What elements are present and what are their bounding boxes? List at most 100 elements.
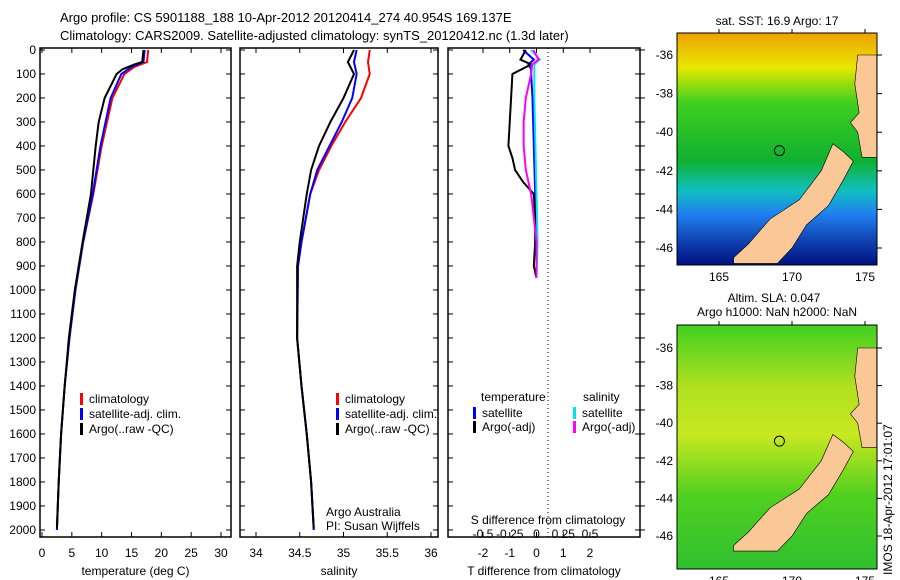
south-island-landmass bbox=[733, 143, 854, 264]
map-2-title-line-1: Altim. SLA: 0.047 bbox=[728, 291, 821, 305]
legend-swatch bbox=[473, 421, 476, 433]
lon-tick-label: 175 bbox=[855, 270, 875, 284]
lat-tick-label: -38 bbox=[656, 379, 674, 393]
depth-tick-label: 1100 bbox=[10, 307, 36, 321]
panel-2-frame bbox=[239, 47, 439, 538]
legend-swatch bbox=[336, 408, 339, 420]
argo-position-marker bbox=[773, 435, 785, 447]
x-tick-label: 20 bbox=[155, 546, 169, 560]
lat-tick-label: -44 bbox=[656, 491, 674, 505]
lon-tick-label: 170 bbox=[782, 574, 802, 580]
lat-tick-label: -36 bbox=[656, 48, 674, 62]
depth-tick-label: 1400 bbox=[9, 379, 36, 393]
legend-label: Argo(-adj) bbox=[482, 420, 535, 434]
lat-tick-label: -46 bbox=[656, 529, 674, 543]
depth-tick-label: 1600 bbox=[9, 427, 36, 441]
lat-tick-label: -36 bbox=[656, 341, 674, 355]
depth-tick-label: 100 bbox=[16, 67, 36, 81]
x-tick-label: 10 bbox=[95, 546, 109, 560]
legend-label: satellite-adj. clim. bbox=[345, 407, 437, 421]
s-tick-label: -0.25 bbox=[496, 527, 524, 541]
x-tick-label: 15 bbox=[125, 546, 139, 560]
annotation-text: Argo Australia bbox=[326, 505, 401, 519]
lat-tick-label: -46 bbox=[656, 241, 674, 255]
lat-tick-label: -42 bbox=[656, 164, 674, 178]
depth-tick-label: 600 bbox=[16, 187, 36, 201]
legend-label: climatology bbox=[89, 392, 149, 406]
argo-position-marker bbox=[773, 145, 785, 157]
legend-label: satellite-adj. clim. bbox=[89, 407, 181, 421]
legend-title-temperature: temperature bbox=[481, 390, 546, 404]
series-line-s-argo-adj- bbox=[522, 49, 540, 278]
legend-swatch bbox=[80, 393, 83, 405]
lon-tick-label: 170 bbox=[782, 270, 802, 284]
panel-1-frame bbox=[39, 47, 232, 538]
x-tick-label: 0 bbox=[533, 546, 540, 560]
legend-swatch bbox=[473, 407, 476, 419]
x-tick-label: 1 bbox=[560, 546, 567, 560]
depth-tick-label: 1800 bbox=[9, 475, 36, 489]
map-1-title: sat. SST: 16.9 Argo: 17 bbox=[716, 14, 839, 28]
x-tick-label: 35.5 bbox=[376, 546, 400, 560]
s-axis-label: S difference from climatology bbox=[471, 513, 626, 527]
s-tick-label: 0.5 bbox=[582, 527, 599, 541]
depth-tick-label: 1900 bbox=[9, 499, 36, 513]
depth-tick-label: 1700 bbox=[9, 451, 36, 465]
x-axis-label: salinity bbox=[321, 564, 358, 578]
x-tick-label: 35 bbox=[337, 546, 351, 560]
depth-tick-label: 400 bbox=[16, 139, 36, 153]
depth-tick-label: 1200 bbox=[9, 331, 36, 345]
legend-label: Argo(-adj) bbox=[582, 420, 635, 434]
title-line-1: Argo profile: CS 5901188_188 10-Apr-2012… bbox=[60, 10, 512, 25]
north-island-landmass bbox=[850, 54, 877, 158]
s-tick-label: 0 bbox=[533, 527, 540, 541]
annotation-text: PI: Susan Wijffels bbox=[326, 519, 420, 533]
x-tick-label: 0 bbox=[39, 546, 46, 560]
x-tick-label: 5 bbox=[68, 546, 75, 560]
s-tick-label: -0.5 bbox=[473, 527, 494, 541]
lat-tick-label: -44 bbox=[656, 202, 674, 216]
x-tick-label: 25 bbox=[184, 546, 198, 560]
depth-tick-label: 500 bbox=[16, 163, 36, 177]
lat-tick-label: -38 bbox=[656, 87, 674, 101]
depth-tick-label: 1500 bbox=[9, 403, 36, 417]
depth-tick-label: 0 bbox=[29, 43, 36, 57]
legend-swatch bbox=[336, 393, 339, 405]
x-tick-label: -1 bbox=[504, 546, 515, 560]
x-tick-label: 30 bbox=[214, 546, 228, 560]
depth-tick-label: 300 bbox=[16, 115, 36, 129]
map-1: -36 -38 -40 -42 -44 -46 165 170 175 sat. SST: 16.… bbox=[656, 14, 882, 284]
south-island-landmass bbox=[733, 434, 854, 552]
legend-swatch bbox=[573, 421, 576, 433]
depth-tick-label: 200 bbox=[16, 91, 36, 105]
legend-label: satellite bbox=[582, 406, 623, 420]
map-2: -36 -38 -40 -42 -44 -46 165 170 175 Altim. SLA: 0… bbox=[656, 291, 882, 580]
legend-label: Argo(..raw -QC) bbox=[345, 422, 430, 436]
timestamp: IMOS 18-Apr-2012 17:01:07 bbox=[881, 424, 895, 575]
legend-label: Argo(..raw -QC) bbox=[89, 422, 174, 436]
lon-tick-label: 165 bbox=[709, 574, 729, 580]
legend-label: satellite bbox=[482, 406, 523, 420]
lon-tick-label: 175 bbox=[855, 574, 875, 580]
series-line-argo-raw-qc- bbox=[296, 49, 356, 528]
x-axis-label: temperature (deg C) bbox=[81, 564, 189, 578]
x-tick-label: -2 bbox=[478, 546, 489, 560]
depth-tick-label: 1000 bbox=[9, 283, 36, 297]
x-tick-label: 2 bbox=[587, 546, 594, 560]
depth-tick-label: 1300 bbox=[9, 355, 36, 369]
map-2-title-line-2: Argo h1000: NaN h2000: NaN bbox=[697, 305, 857, 319]
x-axis-label: T difference from climatology bbox=[467, 564, 621, 578]
legend-swatch bbox=[80, 423, 83, 435]
lon-tick-label: 165 bbox=[709, 270, 729, 284]
north-island-landmass bbox=[850, 347, 877, 448]
x-tick-label: 36 bbox=[424, 546, 438, 560]
depth-tick-label: 700 bbox=[16, 211, 36, 225]
legend-swatch bbox=[573, 407, 576, 419]
lat-tick-label: -42 bbox=[656, 454, 674, 468]
legend-label: climatology bbox=[345, 392, 405, 406]
title-line-2: Climatology: CARS2009. Satellite-adjuste… bbox=[60, 28, 569, 43]
legend-title-salinity: salinity bbox=[583, 390, 620, 404]
series-line-argo-raw-qc- bbox=[55, 49, 145, 528]
lat-tick-label: -40 bbox=[656, 416, 674, 430]
